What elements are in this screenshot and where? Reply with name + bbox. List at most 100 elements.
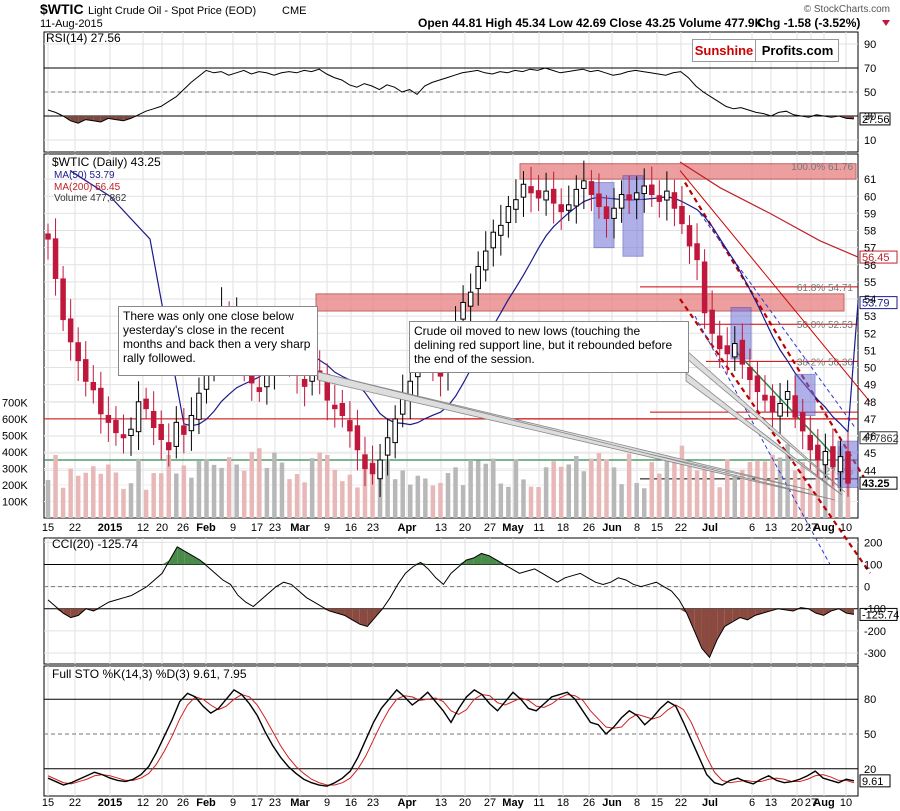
rsi-oversold-fill <box>93 116 101 122</box>
candle-body <box>830 446 836 468</box>
x-tick-label: 23 <box>367 522 379 534</box>
volume-bar <box>370 460 375 518</box>
x-tick-label: 12 <box>137 522 149 534</box>
sto-title: Full STO %K(14,3) %D(3) 9.61, 7.95 <box>52 667 247 681</box>
candle-body <box>656 195 663 202</box>
annotation-left: There was only one close below yesterday… <box>118 306 318 376</box>
volume-bar <box>536 487 541 518</box>
volume-bar <box>611 467 617 518</box>
value-box-label: 53.79 <box>862 298 890 310</box>
price-tick-label: 44 <box>864 465 876 477</box>
chart-description: Light Crude Oil - Spot Price (EOD) <box>88 5 256 17</box>
x-tick-label-bottom: Aug <box>813 797 834 809</box>
volume-bar <box>279 462 285 518</box>
candle-body <box>332 404 338 410</box>
x-tick-label: 18 <box>557 522 569 534</box>
cci-overbought-fill <box>489 555 497 565</box>
value-box <box>859 250 898 264</box>
volume-bar <box>475 460 481 518</box>
cci-tick-label: 200 <box>864 537 882 549</box>
cci-oversold-fill <box>359 608 368 627</box>
x-tick-label-bottom: 18 <box>557 797 569 809</box>
stockcharts-watermark: © StockCharts.com <box>804 4 890 15</box>
volume-bar <box>808 487 813 518</box>
volume-bar <box>702 465 707 518</box>
cci-oversold-fill <box>762 608 771 614</box>
cci-overbought-fill <box>473 553 482 565</box>
x-tick-label: 16 <box>345 522 357 534</box>
volume-bar <box>355 487 360 518</box>
x-tick-label-bottom: 23 <box>269 797 281 809</box>
x-tick-label: 26 <box>177 522 189 534</box>
x-tick-label: Feb <box>196 522 216 534</box>
fib-label: 50.0% 52.53 <box>797 320 854 331</box>
candle-body <box>158 423 164 440</box>
candle-body <box>188 414 195 432</box>
chart-date: 11-Aug-2015 <box>40 18 103 30</box>
volume-bar <box>687 466 692 518</box>
x-tick-label-bottom: 11 <box>533 797 544 809</box>
volume-bar <box>302 482 307 518</box>
volume-bar <box>60 487 66 518</box>
volume-bar <box>332 469 338 518</box>
x-tick-label: 20 <box>156 522 168 534</box>
candle-body <box>573 188 580 207</box>
cci-last-label: -125.74 <box>862 609 899 621</box>
candle-body <box>467 291 474 307</box>
candle-body <box>603 206 610 220</box>
volume-bar <box>309 458 315 518</box>
rsi-tick-label: 70 <box>864 63 876 75</box>
cci-title: CCI(20) -125.74 <box>52 537 138 551</box>
volume-bar <box>438 482 443 518</box>
rsi-oversold-fill <box>78 116 86 124</box>
rsi-title: RSI(14) 27.56 <box>46 31 121 45</box>
volume-bar <box>249 452 255 518</box>
x-tick-label: 2015 <box>98 522 122 534</box>
legend-volume: Volume 477,862 <box>54 193 127 204</box>
chg-value: Chg -1.58 (-3.52%) <box>757 16 860 30</box>
volume-bar <box>340 481 345 518</box>
volume-bar <box>445 473 451 518</box>
resistance-zone-mid <box>315 293 845 312</box>
x-tick-label: Apr <box>398 522 418 534</box>
volume-bar <box>392 479 398 518</box>
candle-body <box>120 434 127 439</box>
value-box-label: 477862 <box>862 433 899 445</box>
price-tick-label: 50 <box>864 363 876 375</box>
candle-body <box>694 243 700 261</box>
volume-bar <box>128 483 134 518</box>
cci-overbought-fill <box>177 546 185 565</box>
volume-bar <box>226 457 232 518</box>
volume-bar <box>453 467 458 518</box>
volume-bar <box>151 473 156 518</box>
volume-bar <box>204 458 209 518</box>
price-tick-label: 51 <box>864 345 876 357</box>
candle-body <box>679 205 685 225</box>
fib-label: 61.8% 54.71 <box>797 283 854 294</box>
x-tick-label-bottom: 2015 <box>98 797 122 809</box>
cci-overbought-fill <box>169 546 178 565</box>
candle-body <box>769 395 776 413</box>
candle-body <box>181 425 187 435</box>
candle-body <box>686 225 693 247</box>
candle-body <box>543 190 549 201</box>
cci-oversold-fill <box>724 608 733 627</box>
chart-exchange: CME <box>282 5 306 17</box>
volume-bar <box>113 472 119 518</box>
cci-oversold-fill <box>732 608 740 622</box>
candle-body <box>377 459 383 480</box>
volume-bar <box>785 444 790 518</box>
candle-body <box>762 394 768 401</box>
volume-bar <box>528 486 534 518</box>
volume-tick-label: 300K <box>2 464 28 476</box>
candle-body <box>777 403 783 417</box>
x-tick-label-bottom: May <box>502 797 524 809</box>
volume-bar <box>121 488 126 518</box>
x-tick-label-bottom: 16 <box>345 797 357 809</box>
x-tick-label: May <box>502 522 524 534</box>
logo-part-2: Profits.com <box>755 40 839 61</box>
legend-ma50: MA(50) 53.79 <box>54 170 115 181</box>
candle-body <box>354 425 361 451</box>
price-tick-label: 55 <box>864 277 876 289</box>
volume-bar <box>800 462 805 518</box>
